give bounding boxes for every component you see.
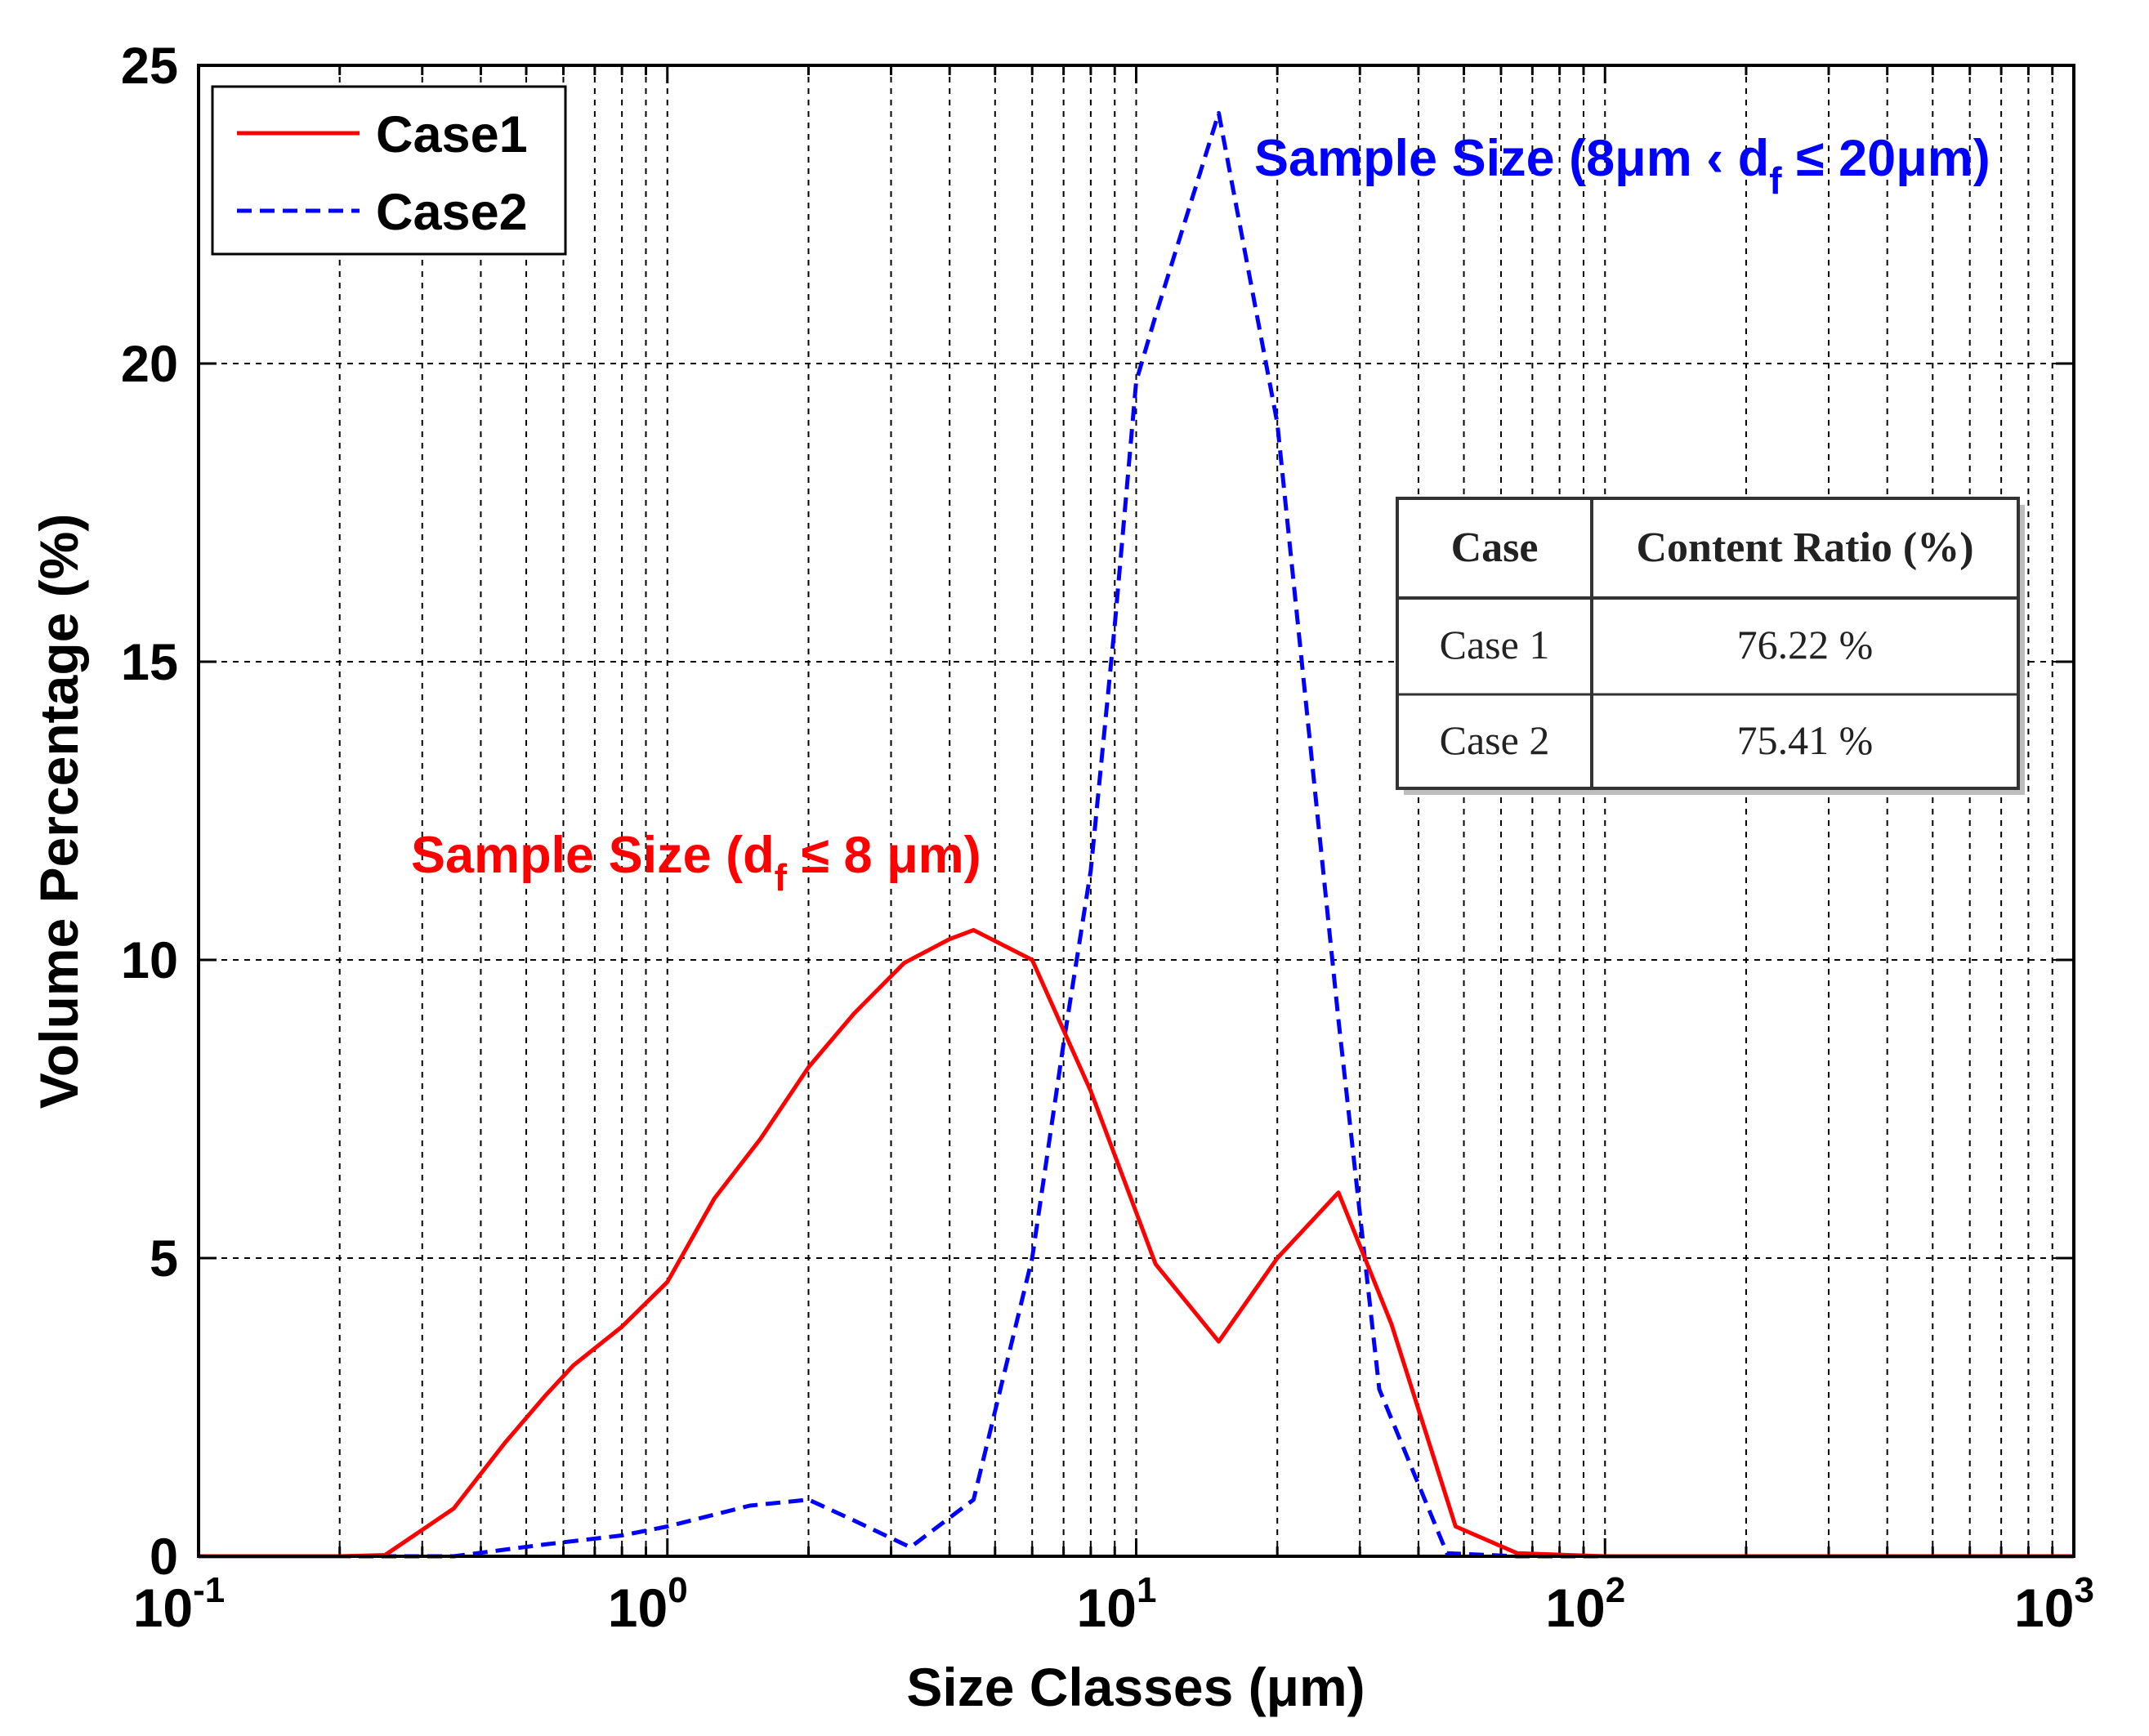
y-tick-label: 5 (150, 1230, 178, 1287)
legend-box (211, 85, 567, 256)
table-header-case: Case (1451, 524, 1539, 571)
table-cell: 76.22 % (1737, 622, 1874, 667)
table-cell: Case 2 (1440, 717, 1550, 763)
x-tick-labels: 10-1 100 101 102 103 (133, 1570, 2094, 1638)
x-tick-label: 103 (2014, 1570, 2094, 1638)
x-tick-label: 101 (1077, 1570, 1157, 1638)
x-tick-label: 100 (608, 1570, 688, 1638)
y-tick-label: 20 (121, 336, 178, 393)
y-tick-label: 15 (121, 634, 178, 691)
y-axis-label: Volume Percentage (%) (29, 514, 89, 1109)
table-cell: Case 1 (1440, 622, 1550, 667)
legend: Case1 Case2 (211, 85, 567, 256)
y-tick-label: 0 (150, 1528, 178, 1586)
series-line-case1 (199, 928, 2074, 1559)
series-layer (199, 110, 2074, 1559)
table-body (1396, 497, 2020, 790)
y-tick-label: 10 (121, 932, 178, 989)
series-line-case2 (199, 110, 2074, 1559)
y-tick-label: 25 (121, 38, 178, 95)
grid-lines (199, 65, 2074, 1556)
legend-label-case2: Case2 (376, 184, 528, 241)
content-ratio-table: Case Content Ratio (%) Case 1 76.22 % Ca… (1396, 497, 2025, 795)
x-tick-label: 102 (1545, 1570, 1625, 1638)
case2-annotation: Sample Size (8μm ‹ df ≤ 20μm) (1254, 130, 1990, 202)
y-tick-labels: 0 5 10 15 20 25 (121, 38, 178, 1586)
case1-annotation: Sample Size (df ≤ 8 μm) (411, 827, 981, 899)
table-cell: 75.41 % (1737, 717, 1874, 763)
x-axis-label: Size Classes (μm) (906, 1657, 1365, 1717)
table-header-ratio: Content Ratio (%) (1636, 524, 1973, 571)
x-tick-label: 10-1 (133, 1570, 226, 1638)
legend-label-case1: Case1 (376, 106, 528, 163)
plot-frame (197, 64, 2075, 1558)
